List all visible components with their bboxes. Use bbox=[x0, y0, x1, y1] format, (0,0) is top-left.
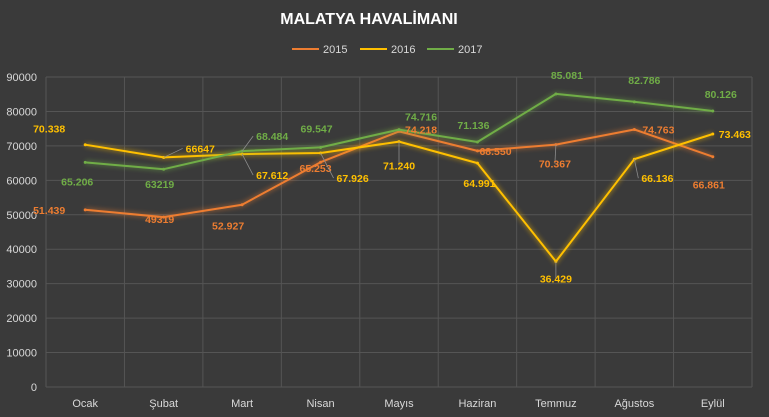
y-tick-label: 30000 bbox=[6, 279, 37, 291]
data-label: 64.991 bbox=[463, 178, 495, 190]
data-point bbox=[711, 109, 715, 113]
data-label: 67.926 bbox=[337, 173, 369, 185]
data-label: 73.463 bbox=[719, 129, 751, 141]
label-leader-line bbox=[163, 148, 183, 158]
x-axis: Ocak Şubat Mart Nisan Mayıs Haziran Temmuz Ağus… bbox=[72, 398, 724, 410]
data-label: 36.429 bbox=[540, 274, 572, 286]
legend-entry: 2015 bbox=[323, 44, 347, 56]
chart-title: MALATYA HAVALİMANI bbox=[280, 10, 457, 28]
data-label: 65.206 bbox=[61, 176, 93, 188]
data-label: 82.786 bbox=[628, 75, 660, 87]
y-tick-label: 60000 bbox=[6, 175, 37, 187]
data-point bbox=[554, 92, 558, 96]
data-point bbox=[319, 145, 323, 149]
data-label: 66.861 bbox=[693, 180, 725, 192]
x-tick-label: Eylül bbox=[701, 398, 725, 410]
gridlines bbox=[45, 76, 753, 388]
x-tick-label: Ağustos bbox=[614, 398, 654, 410]
data-label: 71.240 bbox=[383, 161, 415, 173]
data-label: 66647 bbox=[186, 143, 215, 155]
data-point bbox=[397, 128, 401, 132]
legend: 2015 2016 2017 bbox=[292, 44, 482, 56]
x-tick-label: Mayıs bbox=[384, 398, 414, 410]
data-point bbox=[711, 132, 715, 136]
label-leader-line bbox=[241, 153, 254, 176]
y-tick-label: 90000 bbox=[6, 72, 37, 84]
data-point bbox=[711, 155, 715, 159]
data-label: 80.126 bbox=[705, 89, 737, 101]
data-point bbox=[83, 143, 87, 147]
data-label: 67.612 bbox=[256, 170, 288, 182]
data-label: 70.367 bbox=[539, 159, 571, 171]
legend-entry: 2016 bbox=[391, 44, 415, 56]
y-tick-label: 40000 bbox=[6, 244, 37, 256]
y-tick-label: 10000 bbox=[6, 348, 37, 360]
data-label: 74.763 bbox=[642, 124, 674, 136]
series-layer bbox=[83, 91, 715, 266]
data-point bbox=[632, 127, 636, 131]
data-label: 69.547 bbox=[300, 123, 332, 135]
data-point bbox=[162, 167, 166, 171]
data-label: 66.136 bbox=[641, 173, 673, 185]
data-label: 85.081 bbox=[551, 70, 583, 82]
y-tick-label: 50000 bbox=[6, 210, 37, 222]
x-tick-label: Haziran bbox=[458, 398, 496, 410]
data-label: 49319 bbox=[145, 214, 174, 226]
data-label: 63219 bbox=[145, 179, 174, 191]
y-tick-label: 0 bbox=[31, 382, 37, 394]
data-label: 70.338 bbox=[33, 124, 65, 136]
data-point bbox=[475, 149, 479, 153]
y-tick-label: 70000 bbox=[6, 141, 37, 153]
data-point bbox=[83, 208, 87, 212]
data-label: 71.136 bbox=[457, 120, 489, 132]
y-tick-label: 80000 bbox=[6, 106, 37, 118]
data-label: 68.484 bbox=[256, 131, 288, 143]
data-label: 52.927 bbox=[212, 221, 244, 233]
data-label: 51.439 bbox=[33, 205, 65, 217]
x-tick-label: Şubat bbox=[149, 398, 178, 410]
data-label: 74.218 bbox=[405, 124, 437, 136]
data-point bbox=[162, 215, 166, 219]
y-tick-label: 20000 bbox=[6, 313, 37, 325]
legend-entry: 2017 bbox=[458, 44, 482, 56]
x-tick-label: Ocak bbox=[72, 398, 98, 410]
y-axis: 0 10000 20000 30000 40000 50000 60000 70000 8000… bbox=[6, 72, 37, 394]
data-label: 74.716 bbox=[405, 112, 437, 124]
data-point bbox=[240, 203, 244, 207]
label-leader-line bbox=[554, 144, 557, 164]
data-point bbox=[632, 100, 636, 104]
data-point bbox=[319, 160, 323, 164]
data-labels: 51.439 49319 52.927 65.253 74.218 68.550 70.36… bbox=[33, 70, 751, 286]
label-leader-line bbox=[241, 135, 254, 152]
x-tick-label: Temmuz bbox=[535, 398, 577, 410]
data-label: 65.253 bbox=[299, 163, 331, 175]
data-point bbox=[83, 160, 87, 164]
label-leader-line bbox=[320, 152, 334, 179]
x-tick-label: Mart bbox=[231, 398, 253, 410]
data-point bbox=[475, 140, 479, 144]
x-tick-label: Nisan bbox=[306, 398, 334, 410]
data-label: 68.550 bbox=[479, 146, 511, 158]
label-leader-line bbox=[633, 159, 639, 179]
data-point bbox=[475, 161, 479, 165]
